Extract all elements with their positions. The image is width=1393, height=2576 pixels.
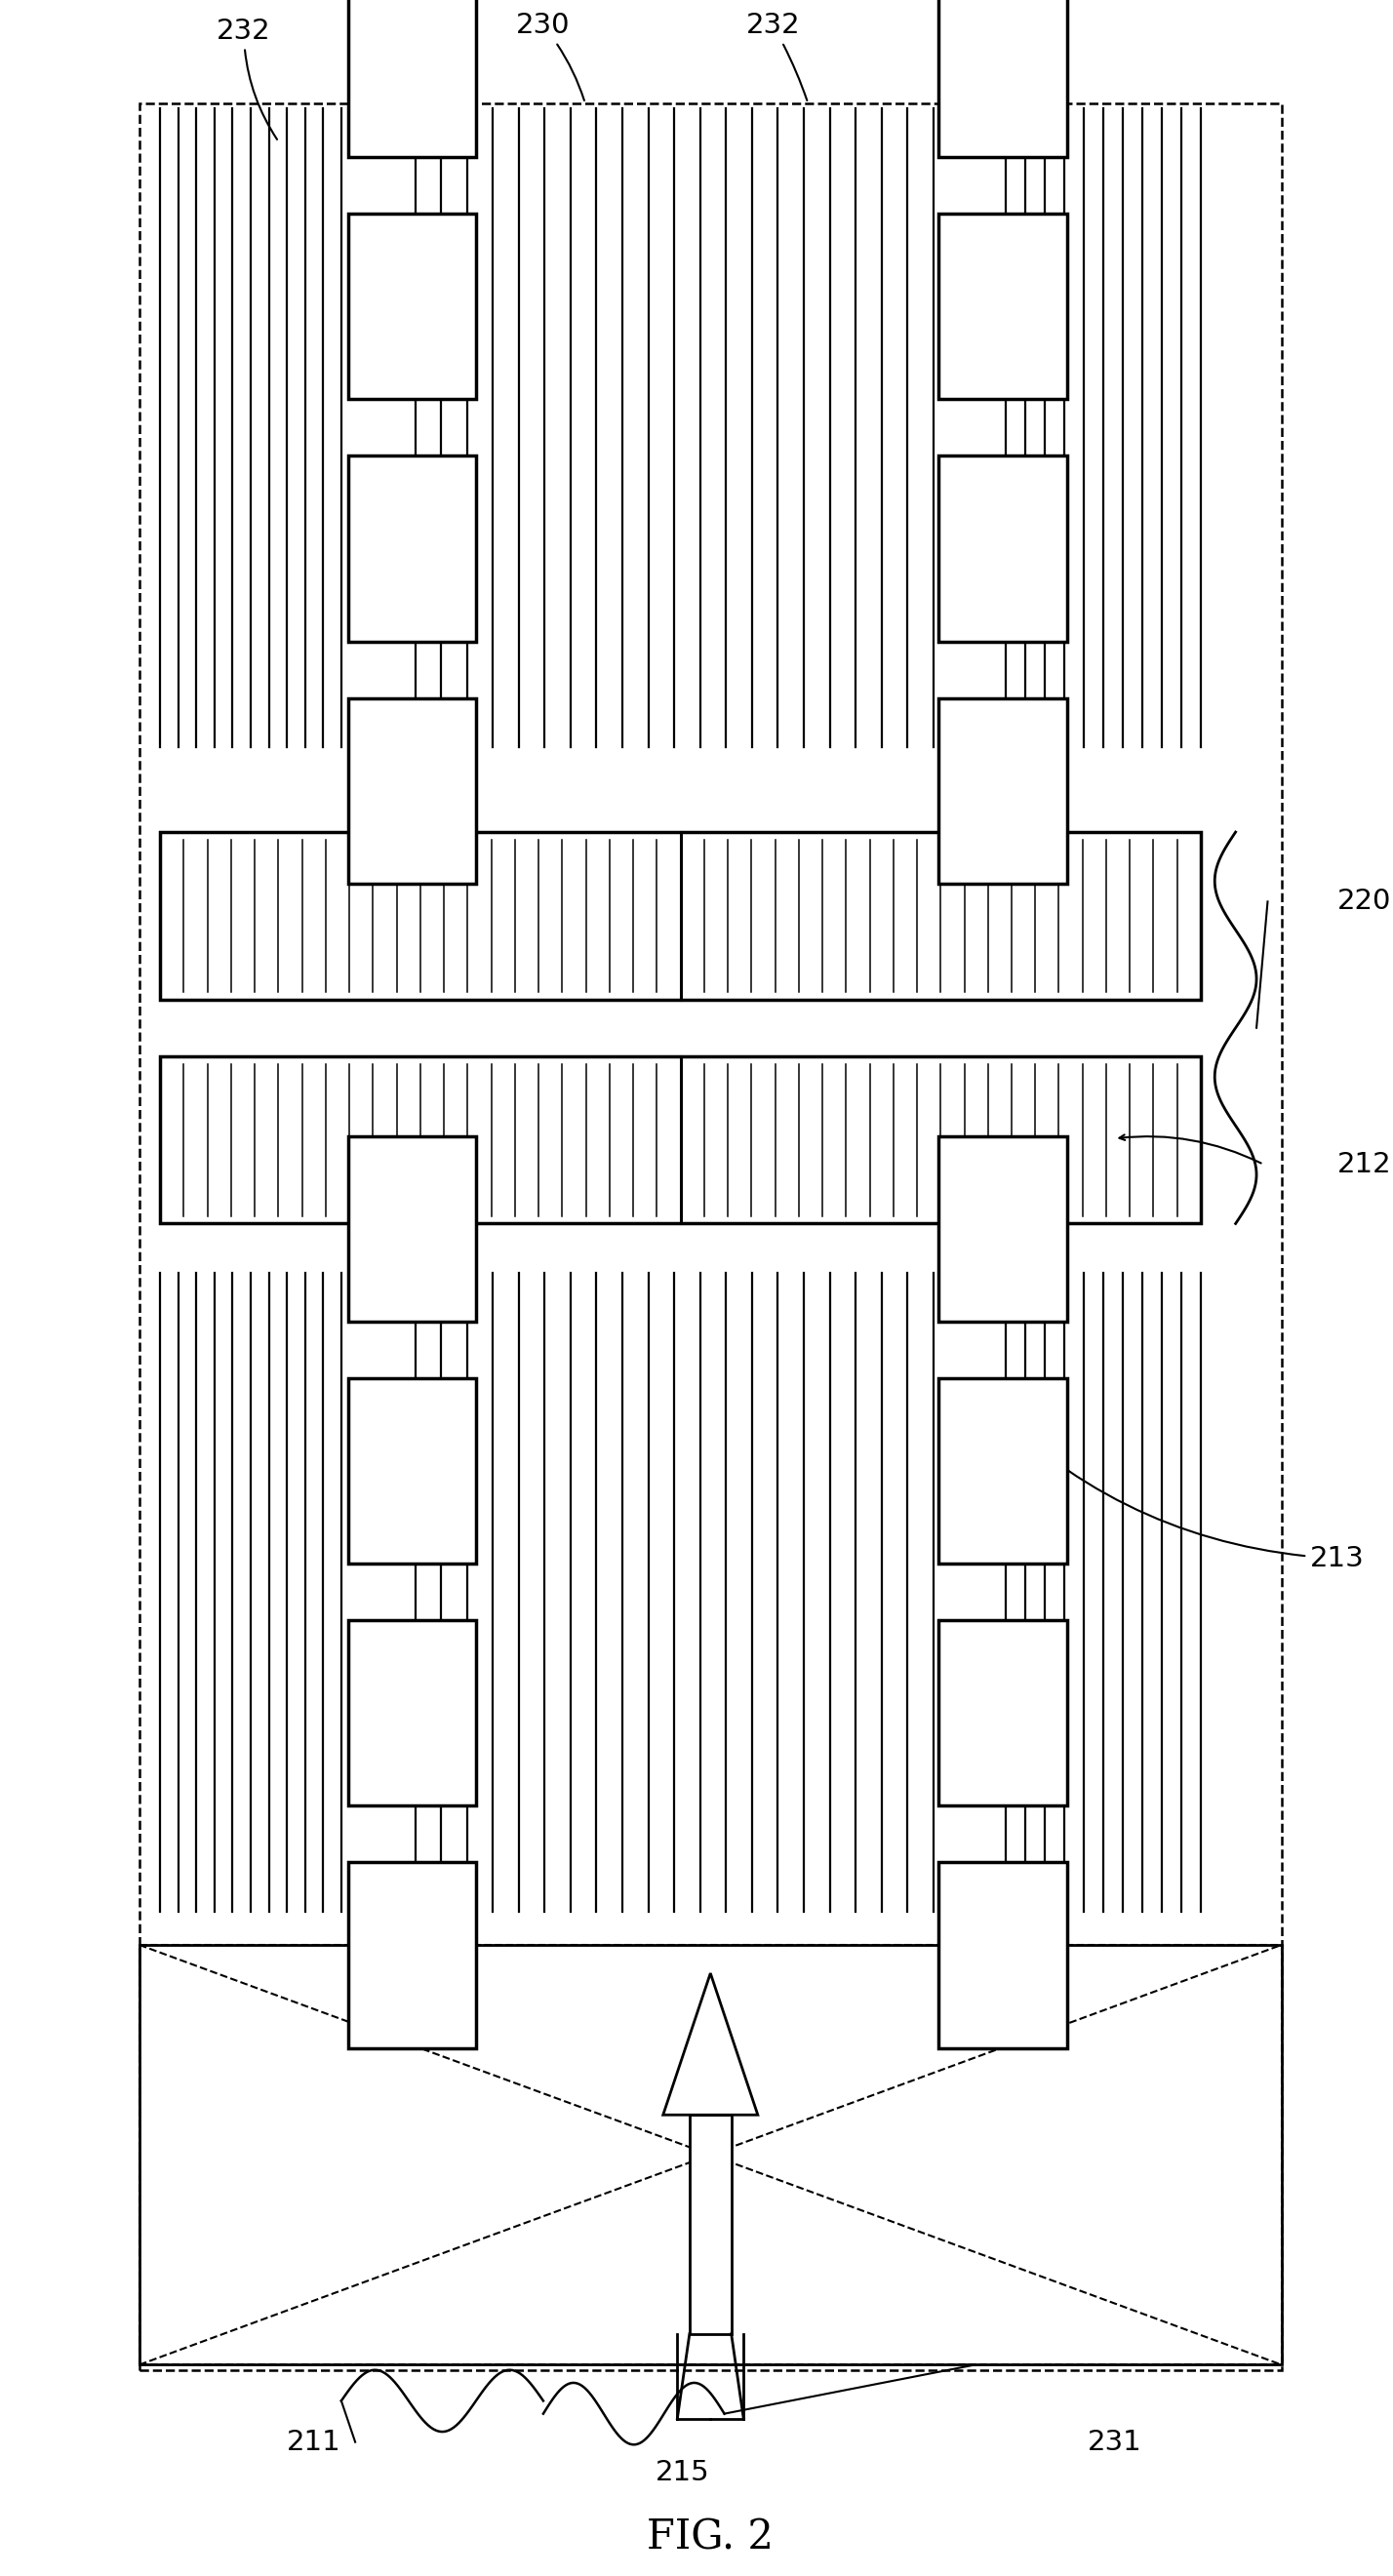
Bar — [348, 1620, 476, 1806]
Polygon shape — [663, 1973, 758, 2115]
Text: 212: 212 — [1337, 1151, 1392, 1177]
Bar — [160, 832, 1201, 999]
Bar — [139, 103, 1282, 2370]
Text: 232: 232 — [747, 13, 807, 100]
Bar — [939, 1620, 1067, 1806]
Bar — [348, 1378, 476, 1564]
Bar — [690, 2115, 731, 2334]
Text: 213: 213 — [976, 1394, 1365, 1571]
Text: 220: 220 — [1337, 889, 1392, 914]
Text: 215: 215 — [656, 2460, 709, 2486]
Text: FIG. 2: FIG. 2 — [646, 2517, 775, 2558]
Bar — [139, 1945, 1282, 2365]
Bar — [939, 1862, 1067, 2048]
Text: 232: 232 — [217, 18, 277, 139]
Text: 233: 233 — [1003, 13, 1059, 100]
Bar — [160, 1056, 1201, 1224]
Bar — [348, 214, 476, 399]
Bar — [939, 0, 1067, 157]
Bar — [939, 1378, 1067, 1564]
Text: 230: 230 — [517, 13, 584, 100]
Bar — [939, 698, 1067, 884]
Bar — [348, 1136, 476, 1321]
Bar — [348, 1862, 476, 2048]
Bar — [348, 456, 476, 641]
Bar — [939, 456, 1067, 641]
Text: 231: 231 — [1087, 2429, 1142, 2455]
Bar — [939, 1136, 1067, 1321]
Bar — [348, 0, 476, 157]
Bar — [348, 698, 476, 884]
Text: 211: 211 — [286, 2429, 341, 2455]
Bar — [939, 214, 1067, 399]
